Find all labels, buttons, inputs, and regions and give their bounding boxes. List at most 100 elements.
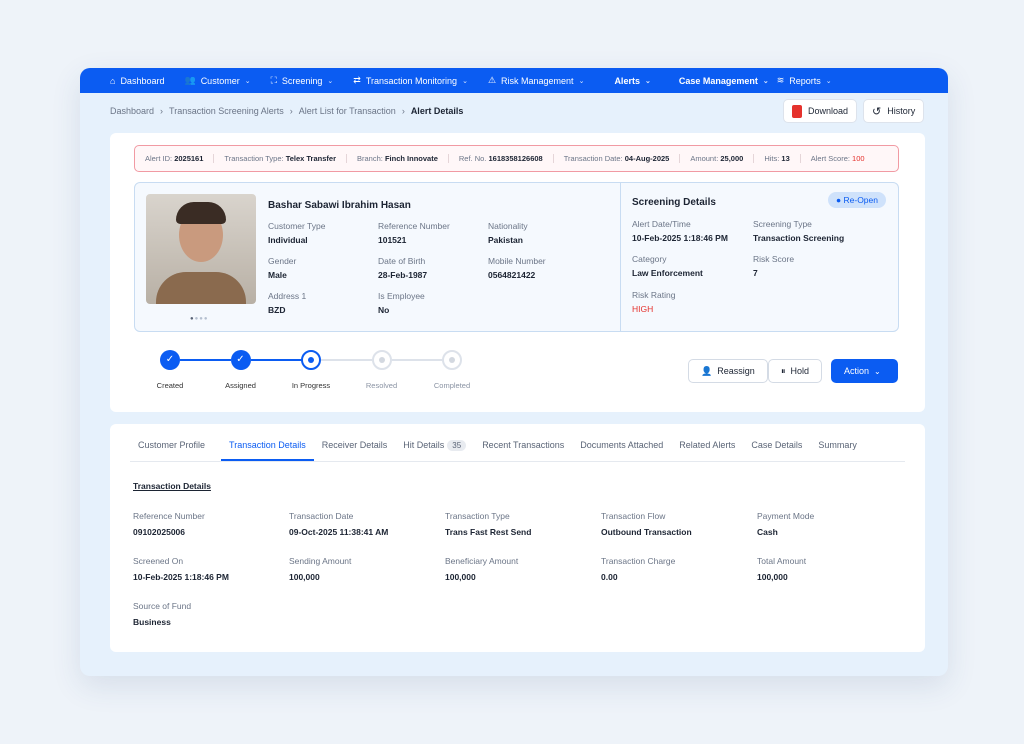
alert-field: Hits: 13: [754, 154, 801, 163]
chevron-down-icon: ⌄: [644, 77, 651, 85]
field-label: Category: [632, 254, 667, 264]
field-value: Male: [268, 270, 287, 280]
breadcrumb: Dashboard › Transaction Screening Alerts ›…: [110, 106, 464, 116]
field-label: Sending Amount: [289, 556, 352, 566]
field-value: 10-Feb-2025 1:18:46 PM: [133, 572, 229, 582]
field-label: Transaction Type: [445, 511, 510, 521]
step-connector: [321, 359, 372, 361]
app-window: ⌂ Dashboard 👥 Customer ⌄ ⛶ Screening ⌄ ⇄ Transact…: [80, 68, 948, 676]
chevron-down-icon: ⌄: [462, 77, 468, 85]
swap-icon: ⇄: [353, 75, 361, 85]
alert-field: Alert ID: 2025161: [135, 154, 215, 163]
field-value: Cash: [757, 527, 778, 537]
alert-field: Amount: 25,000: [680, 154, 755, 163]
tab[interactable]: Related Alerts: [679, 440, 736, 450]
field-label: Screened On: [133, 556, 184, 566]
breadcrumb-item[interactable]: Alert List for Transaction: [298, 106, 396, 116]
field-value: Trans Fast Rest Send: [445, 527, 532, 537]
field-label: Is Employee: [378, 291, 425, 301]
field-label: Risk Rating: [632, 290, 676, 300]
download-button[interactable]: Download: [783, 99, 858, 123]
field-value: 0564821422: [488, 270, 536, 280]
nav-item[interactable]: Case Management ⌄: [678, 75, 769, 86]
field-label: Transaction Charge: [601, 556, 676, 566]
nav-item[interactable]: ⛶ Screening ⌄: [270, 75, 334, 86]
breadcrumb-current: Alert Details: [410, 106, 464, 116]
tab[interactable]: Case Details: [751, 440, 803, 450]
field-value: Outbound Transaction: [601, 527, 692, 537]
top-nav: ⌂ Dashboard 👥 Customer ⌄ ⛶ Screening ⌄ ⇄ Transact…: [80, 68, 948, 93]
photo-pager[interactable]: ●●●●: [190, 316, 209, 322]
layers-icon: ≋: [776, 75, 785, 85]
nav-item[interactable]: ⇄ Transaction Monitoring ⌄: [353, 75, 468, 86]
field-value: 28-Feb-1987: [378, 270, 428, 280]
tab[interactable]: Receiver Details: [321, 440, 388, 450]
field-label: Transaction Flow: [601, 511, 666, 521]
pdf-icon: [792, 104, 802, 118]
status-badge: ● Re-Open: [828, 192, 886, 208]
step-connector: [250, 359, 302, 361]
field-value: BZD: [268, 305, 286, 315]
breadcrumb-item[interactable]: Transaction Screening Alerts: [169, 106, 284, 116]
field-label: Reference Number: [133, 511, 205, 521]
warning-icon: ⚠: [487, 75, 497, 85]
nav-item[interactable]: 👥 Customer ⌄: [184, 75, 251, 86]
nav-item[interactable]: ⚠ Risk Management ⌄: [487, 75, 585, 86]
chevron-down-icon: ⌄: [762, 77, 769, 85]
field-value: 10-Feb-2025 1:18:46 PM: [632, 233, 728, 243]
field-value: 09-Oct-2025 11:38:41 AM: [289, 527, 389, 537]
field-value: 100,000: [445, 572, 476, 582]
tab[interactable]: Transaction Details: [221, 432, 314, 461]
hit-count-badge: 35: [447, 440, 467, 451]
nav-item[interactable]: ⌂ Dashboard: [110, 75, 165, 86]
screening-title: Screening Details: [632, 197, 716, 208]
field-label: Nationality: [488, 221, 528, 231]
tab[interactable]: Customer Profile: [138, 440, 206, 450]
field-label: Date of Birth: [378, 256, 426, 266]
tab[interactable]: Hit Details 35: [395, 432, 474, 461]
step-label: Resolved: [365, 381, 398, 390]
nav-item[interactable]: Alerts ⌄: [614, 75, 651, 86]
section-title: Transaction Details: [133, 481, 211, 491]
step-label: Assigned: [225, 381, 256, 390]
step-connector: [391, 359, 443, 361]
users-icon: 👥: [184, 75, 196, 85]
scan-icon: ⛶: [270, 75, 277, 85]
field-value: No: [378, 305, 390, 315]
field-label: Risk Score: [753, 254, 795, 264]
tab[interactable]: Summary: [818, 440, 857, 450]
hold-button[interactable]: ⏸ Hold: [768, 359, 823, 383]
tab[interactable]: Documents Attached: [580, 440, 664, 450]
history-icon: ↺: [872, 105, 882, 118]
chevron-down-icon: ⌄: [825, 77, 832, 85]
field-label: Alert Date/Time: [632, 219, 691, 229]
field-label: Address 1: [268, 291, 307, 301]
field-label: Transaction Date: [289, 511, 354, 521]
step-done-icon: ✓: [160, 350, 180, 370]
tab[interactable]: Recent Transactions: [482, 440, 565, 450]
alert-field: Transaction Date: 04-Aug-2025: [554, 154, 681, 163]
field-value: 09102025006: [133, 527, 186, 537]
alert-field: Branch: Finch Innovate: [347, 154, 449, 163]
field-value: 100,000: [757, 572, 788, 582]
field-label: Beneficiary Amount: [445, 556, 519, 566]
chevron-down-icon: ⌄: [327, 77, 334, 85]
field-label: Screening Type: [753, 219, 812, 229]
chevron-down-icon: ⌄: [244, 77, 251, 85]
home-icon: ⌂: [110, 75, 116, 86]
details-card: Customer Profile Transaction Details Recei…: [110, 424, 925, 652]
nav-item[interactable]: ≋ Reports ⌄: [776, 75, 832, 86]
field-label: Gender: [268, 256, 297, 266]
field-label: Total Amount: [757, 556, 807, 566]
panel-divider: [620, 183, 621, 331]
step-current-icon: [301, 350, 321, 370]
field-value: HIGH: [632, 304, 654, 314]
action-button[interactable]: Action ⌄: [831, 359, 898, 383]
breadcrumb-item[interactable]: Dashboard: [110, 106, 155, 116]
step-pending-icon: [442, 350, 462, 370]
pause-icon: ⏸: [781, 365, 786, 376]
history-button[interactable]: ↺ History: [863, 99, 925, 123]
field-label: Payment Mode: [757, 511, 815, 521]
reassign-button[interactable]: 👤 Reassign: [688, 359, 768, 383]
field-label: Mobile Number: [488, 256, 546, 266]
